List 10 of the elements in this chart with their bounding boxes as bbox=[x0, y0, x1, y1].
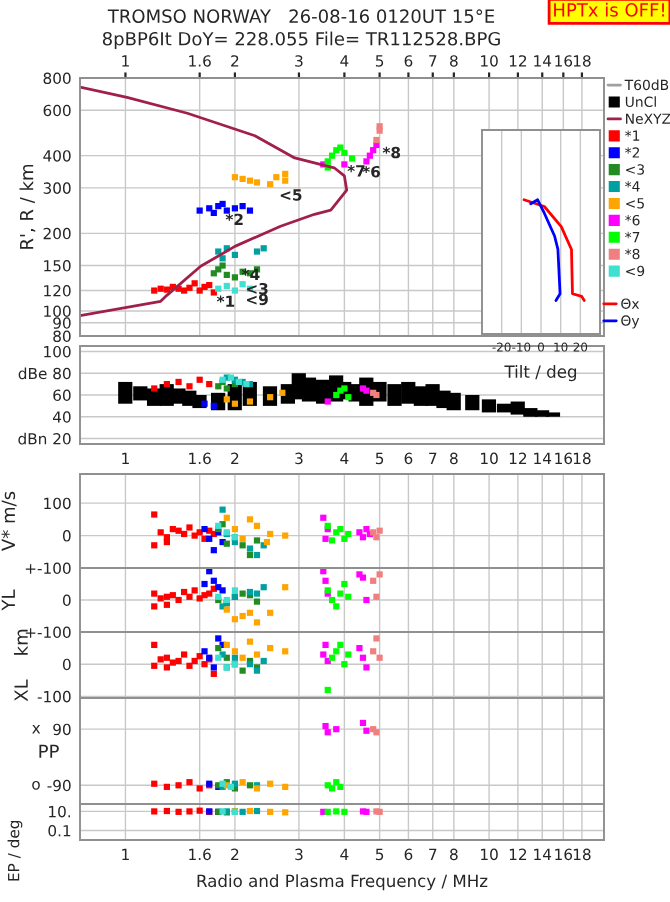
x-axis-title: Tilt / deg bbox=[504, 365, 577, 382]
y-axis-title: PP bbox=[39, 744, 59, 758]
text: HPTx is OFF! bbox=[554, 2, 664, 17]
chart-title: TROMSO NORWAY 26-08-16 0120UT 15°E bbox=[107, 9, 495, 23]
y-axis-title: XL km bbox=[13, 629, 28, 702]
y-axis-title: YL bbox=[1, 589, 15, 611]
x-axis-title: Radio and Plasma Frequency / MHz bbox=[197, 874, 488, 891]
y-axis-title: V* m/s bbox=[1, 491, 17, 551]
chart-subtitle: 8pBP6It DoY= 228.055 File= TR112528.BPG bbox=[102, 31, 500, 50]
y-axis-title: R', R / km bbox=[19, 164, 36, 249]
